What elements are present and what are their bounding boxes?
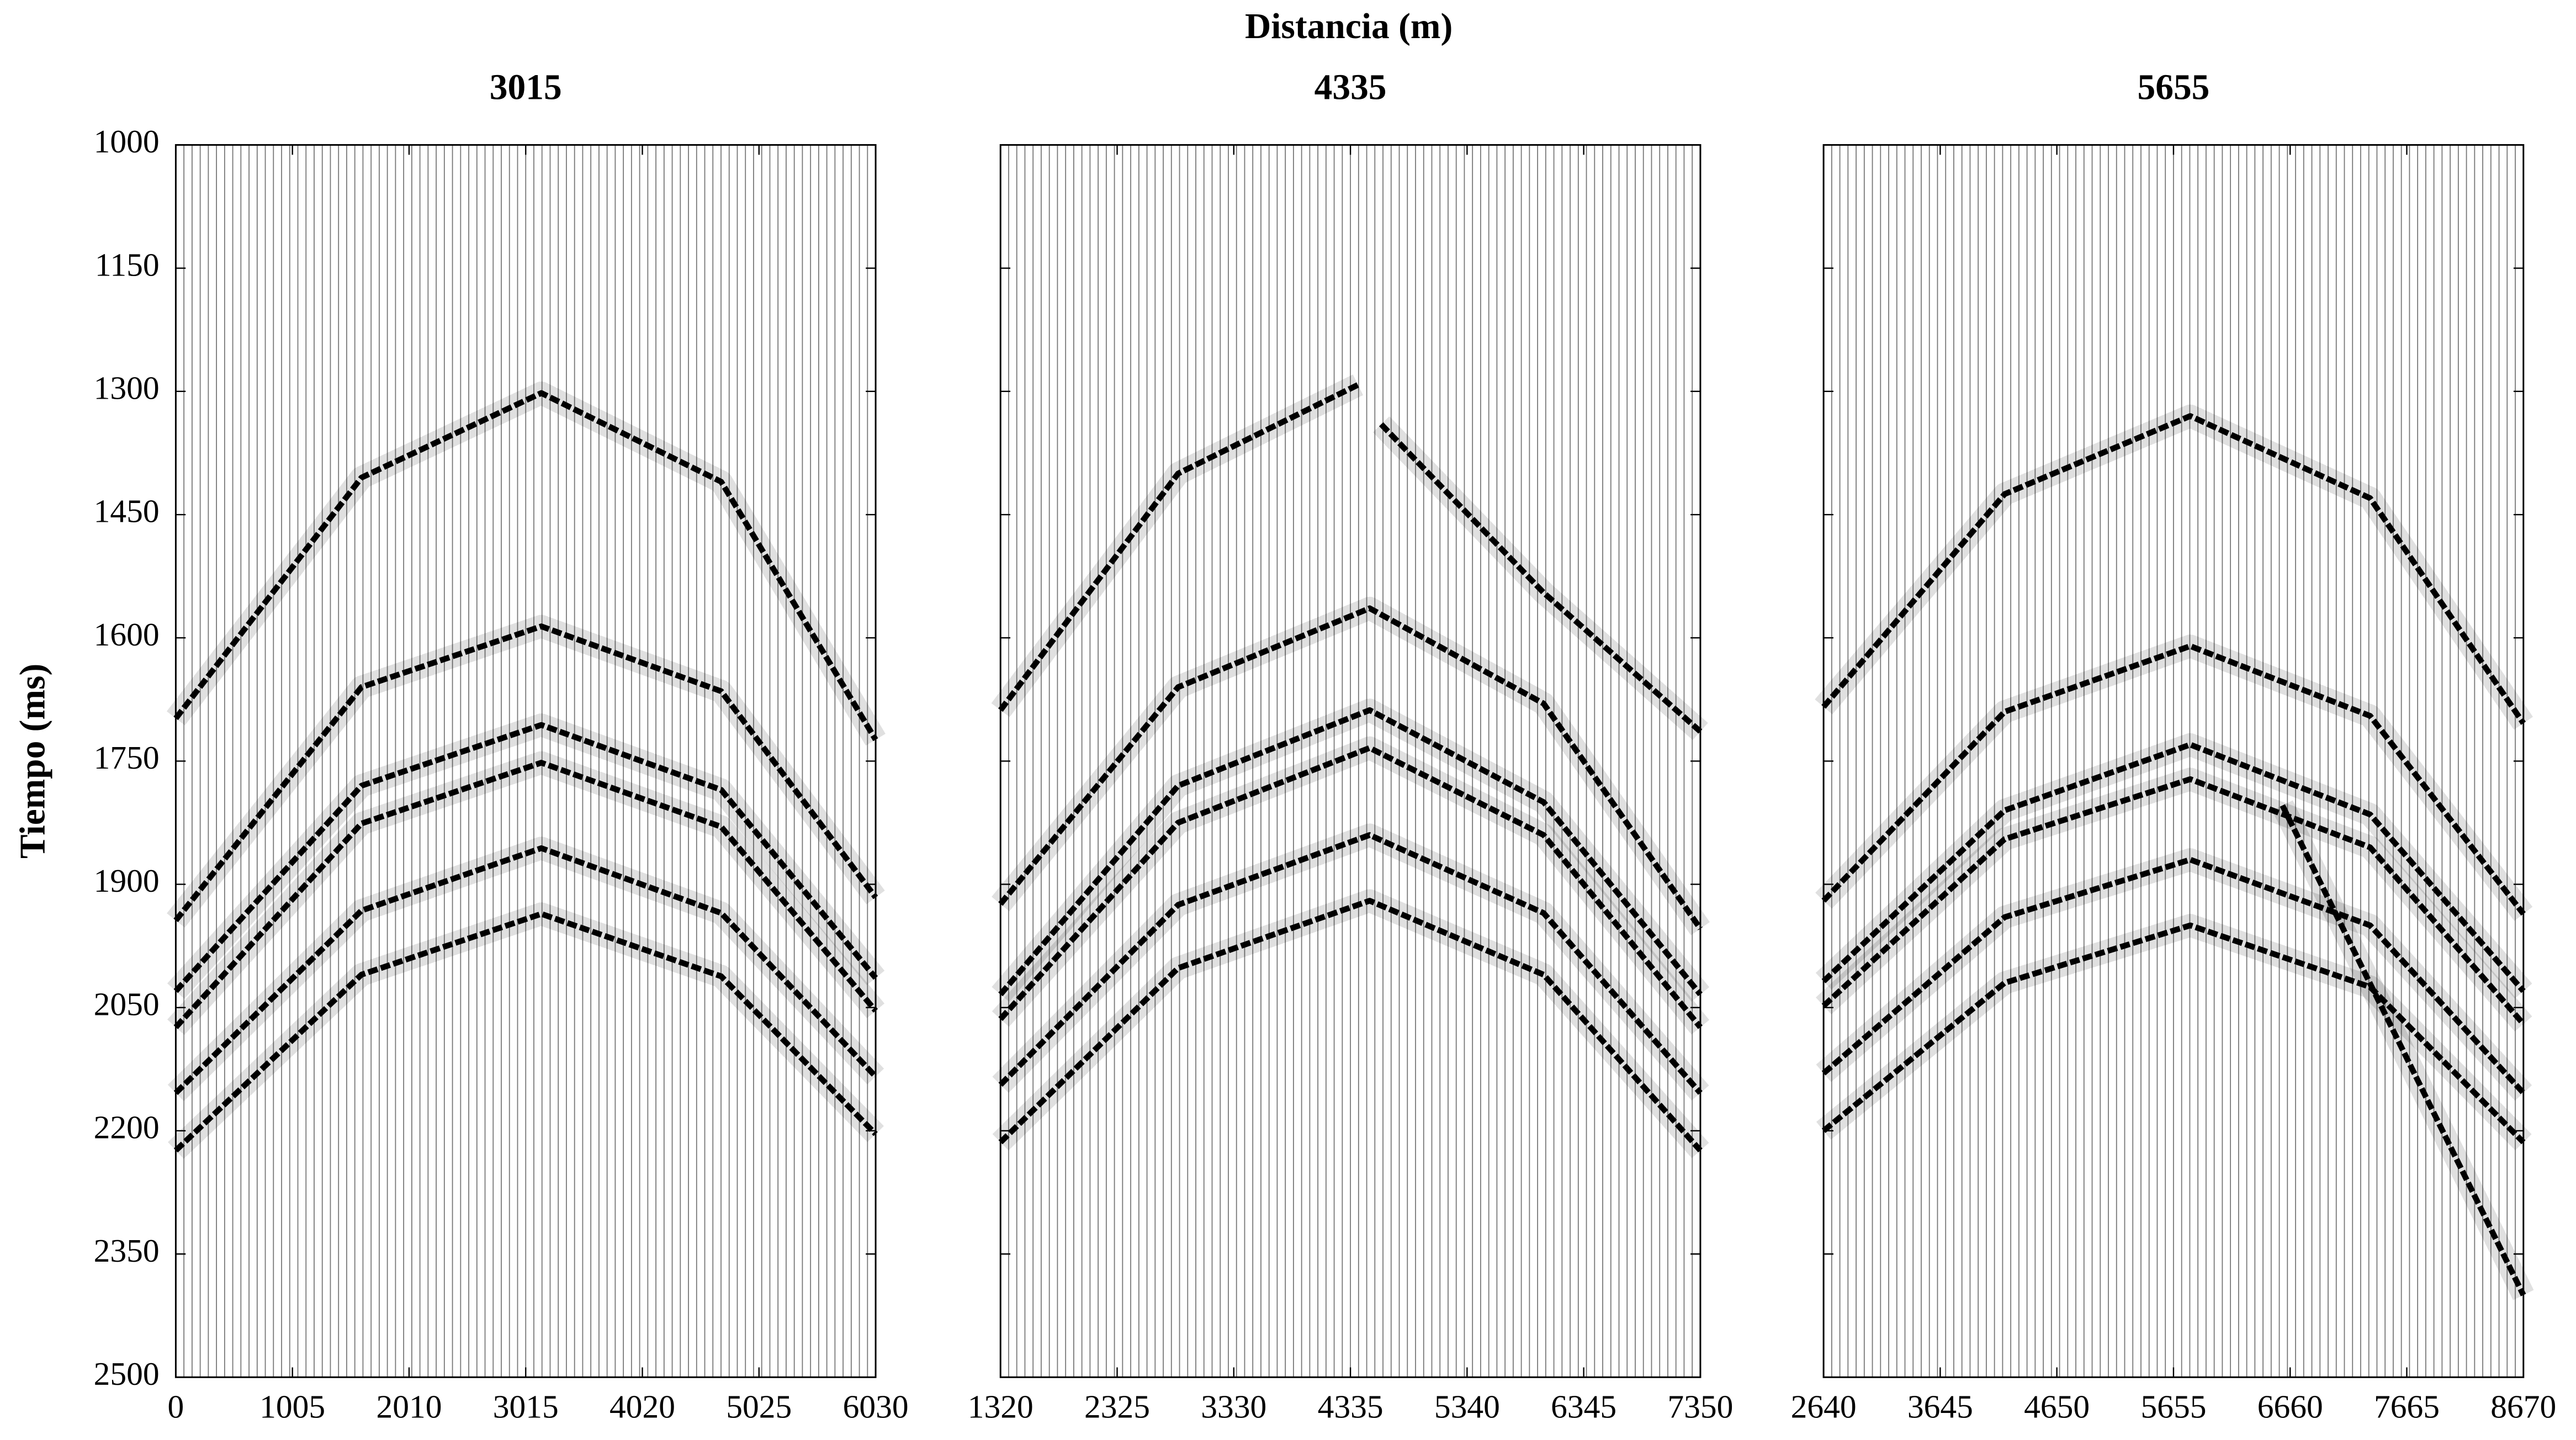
panel-title: 4335 — [1314, 67, 1387, 107]
event-halo — [168, 902, 884, 1159]
x-tick-label: 2010 — [376, 1388, 442, 1425]
x-tick-label: 7350 — [1667, 1388, 1733, 1425]
x-tick-label: 6030 — [843, 1388, 909, 1425]
x-axis-label: Distancia (m) — [1245, 7, 1453, 46]
y-tick-label: 1600 — [94, 616, 160, 653]
y-tick-label: 1450 — [94, 493, 160, 530]
event — [998, 898, 1703, 1153]
event — [998, 382, 1703, 734]
y-tick-label: 1150 — [95, 246, 160, 283]
plot-frame — [999, 144, 1702, 1378]
y-tick-label: 2050 — [94, 986, 160, 1022]
y-tick-label: 1750 — [94, 739, 160, 776]
x-tick-label: 8670 — [2490, 1388, 2556, 1425]
event — [1821, 643, 2526, 916]
y-tick-label: 1300 — [94, 370, 160, 406]
y-tick-label: 2350 — [94, 1232, 160, 1269]
y-tick-label: 1000 — [94, 123, 160, 160]
x-tick-label: 3330 — [1201, 1388, 1266, 1425]
x-tick-label: 1005 — [259, 1388, 325, 1425]
event — [173, 390, 878, 742]
x-tick-label: 3015 — [493, 1388, 559, 1425]
plot-frame — [1822, 144, 2525, 1378]
event — [998, 707, 1703, 997]
x-tick-label: 3645 — [1907, 1388, 1973, 1425]
panel: 3015 1000 1150 1300 1450 1600 1750 1900 2050 2200… — [94, 67, 909, 1425]
event — [1821, 742, 2526, 993]
event — [1821, 922, 2526, 1145]
event — [173, 722, 878, 993]
x-tick-label: 0 — [168, 1388, 184, 1425]
y-tick-label: 1900 — [94, 862, 160, 899]
event — [998, 832, 1703, 1095]
x-tick-label: 2325 — [1084, 1388, 1150, 1425]
event — [1821, 413, 2526, 725]
panel: 4335 1320 2325 3330 4335 5340 6345 7350 — [968, 67, 1734, 1425]
event — [2280, 804, 2526, 1296]
x-tick-label: 4650 — [2024, 1388, 2090, 1425]
x-tick-label: 6660 — [2257, 1388, 2323, 1425]
x-tick-label: 7665 — [2374, 1388, 2440, 1425]
panel-title: 3015 — [490, 67, 562, 107]
x-tick-label: 5655 — [2140, 1388, 2206, 1425]
event — [998, 745, 1703, 1029]
event — [1821, 776, 2526, 1026]
y-axis-label: Tiempo (ms) — [13, 664, 52, 859]
x-tick-label: 5025 — [726, 1388, 792, 1425]
x-tick-label: 4020 — [609, 1388, 675, 1425]
event — [173, 760, 878, 1029]
x-tick-label: 6345 — [1551, 1388, 1616, 1425]
panel: 5655 2640 3645 4650 5655 6660 7665 8670 — [1791, 67, 2557, 1425]
x-tick-label: 4335 — [1318, 1388, 1384, 1425]
panel-title: 5655 — [2137, 67, 2209, 107]
event — [1821, 856, 2526, 1095]
event — [173, 845, 878, 1095]
event — [173, 623, 878, 923]
x-tick-label: 1320 — [968, 1388, 1033, 1425]
y-tick-label: 2500 — [94, 1356, 160, 1392]
y-tick-label: 2200 — [94, 1109, 160, 1146]
event — [998, 605, 1703, 930]
x-tick-label: 5340 — [1434, 1388, 1500, 1425]
x-tick-label: 2640 — [1791, 1388, 1857, 1425]
plot-frame — [174, 144, 877, 1378]
